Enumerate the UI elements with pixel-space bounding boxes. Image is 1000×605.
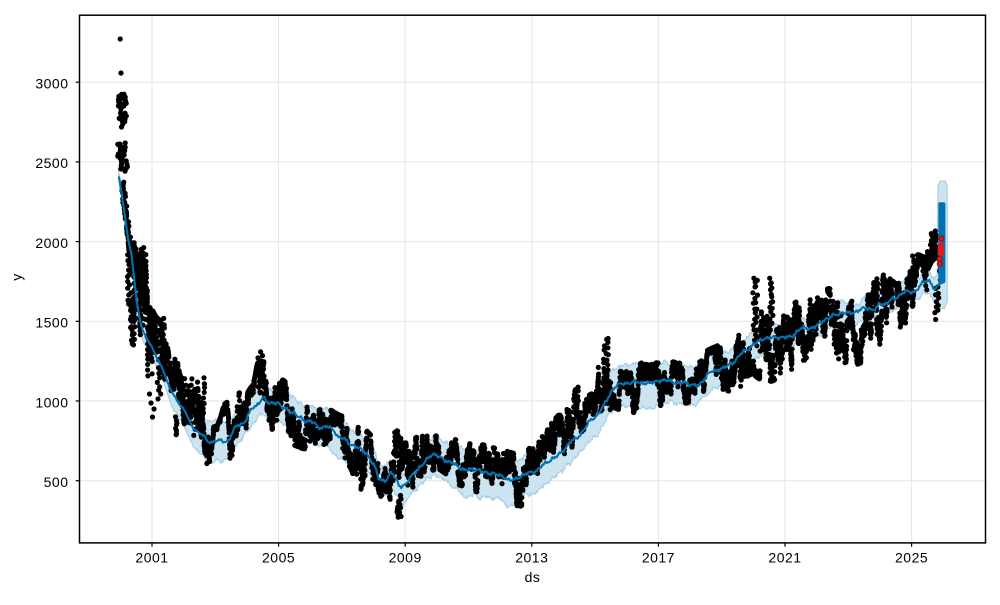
svg-text:y: y (9, 273, 25, 281)
svg-text:2009: 2009 (389, 550, 422, 566)
svg-text:2017: 2017 (642, 550, 675, 566)
svg-text:3000: 3000 (35, 76, 68, 92)
svg-text:2025: 2025 (895, 550, 928, 566)
svg-text:1000: 1000 (35, 394, 68, 410)
svg-text:2005: 2005 (262, 550, 295, 566)
svg-text:1500: 1500 (35, 315, 68, 331)
svg-text:ds: ds (525, 569, 541, 585)
svg-text:2000: 2000 (35, 235, 68, 251)
svg-text:2001: 2001 (135, 550, 168, 566)
svg-text:500: 500 (44, 474, 69, 490)
svg-text:2500: 2500 (35, 155, 68, 171)
svg-text:2013: 2013 (515, 550, 548, 566)
svg-text:2021: 2021 (768, 550, 801, 566)
